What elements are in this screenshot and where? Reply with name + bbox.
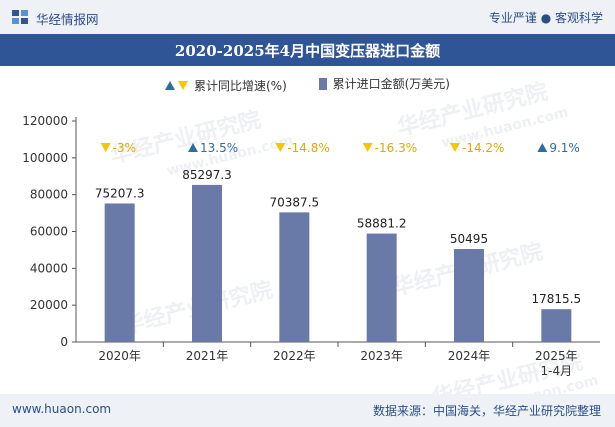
y-tick-label: 80000 xyxy=(30,188,68,202)
growth-value-label: -14.8% xyxy=(287,141,329,155)
triangle-down-icon xyxy=(178,80,188,90)
title-bar: 2020-2025年4月中国变压器进口金额 xyxy=(0,34,615,66)
x-category-label: 2025年 xyxy=(535,349,578,363)
x-category-label: 2020年 xyxy=(98,349,141,363)
triangle-up-icon xyxy=(165,80,175,90)
footer-source: 数据来源：中国海关，华经产业研究院整理 xyxy=(372,404,601,418)
top-bar: 华经情报网 专业严谨 ● 客观科学 xyxy=(0,0,615,34)
logo-icon xyxy=(12,10,28,24)
growth-value-label: -3% xyxy=(113,141,136,155)
chart-title: 2020-2025年4月中国变压器进口金额 xyxy=(174,42,441,60)
x-category-label: 2023年 xyxy=(360,349,403,363)
tagline: 专业严谨 ● 客观科学 xyxy=(488,11,603,25)
bar xyxy=(279,212,310,342)
growth-value-label: -14.2% xyxy=(462,141,504,155)
growth-down-marker xyxy=(450,143,460,152)
footer-bar: www.huaon.com 数据来源：中国海关，华经产业研究院整理 xyxy=(0,394,615,427)
legend-item-amount: 累计进口金额(万美元) xyxy=(318,75,450,92)
bar-value-label: 85297.3 xyxy=(182,168,232,182)
bar-value-label: 17815.5 xyxy=(532,292,582,306)
bar-value-label: 75207.3 xyxy=(95,186,145,200)
footer-website: www.huaon.com xyxy=(12,402,112,416)
bar xyxy=(366,233,397,342)
growth-up-marker xyxy=(188,143,198,152)
growth-up-marker xyxy=(537,143,548,152)
bar-value-label: 50495 xyxy=(450,232,488,246)
legend-item-growth: 累计同比增速(%) xyxy=(165,77,287,94)
y-tick-label: 20000 xyxy=(30,298,68,312)
x-category-label: 2021年 xyxy=(186,349,229,363)
growth-value-label: 13.5% xyxy=(200,141,238,155)
bar-value-label: 58881.2 xyxy=(357,217,407,231)
legend-amount-label: 累计进口金额(万美元) xyxy=(332,77,450,91)
y-tick-label: 40000 xyxy=(30,261,68,275)
y-tick-label: 120000 xyxy=(22,114,68,128)
growth-down-marker xyxy=(362,143,373,152)
growth-value-label: -16.3% xyxy=(375,141,417,155)
growth-down-marker xyxy=(100,143,111,152)
growth-down-marker xyxy=(275,143,286,152)
bar xyxy=(541,309,572,342)
growth-value-label: 9.1% xyxy=(549,141,580,155)
x-category-label: 2024年 xyxy=(448,349,491,363)
legend-growth-label: 累计同比增速(%) xyxy=(194,78,287,93)
x-category-label: 2022年 xyxy=(273,349,316,363)
bar xyxy=(192,184,222,342)
y-tick-label: 100000 xyxy=(22,151,68,165)
chart-legend: 累计同比增速(%) 累计进口金额(万美元) xyxy=(0,75,615,94)
bar-swatch-icon xyxy=(318,77,327,90)
bar xyxy=(454,249,484,342)
logo-text: 华经情报网 xyxy=(36,12,99,27)
bar-value-label: 70387.5 xyxy=(270,195,320,209)
y-tick-label: 0 xyxy=(60,335,68,349)
x-category-label: 1-4月 xyxy=(541,364,573,378)
bar xyxy=(104,203,135,342)
y-tick-label: 60000 xyxy=(30,225,68,239)
